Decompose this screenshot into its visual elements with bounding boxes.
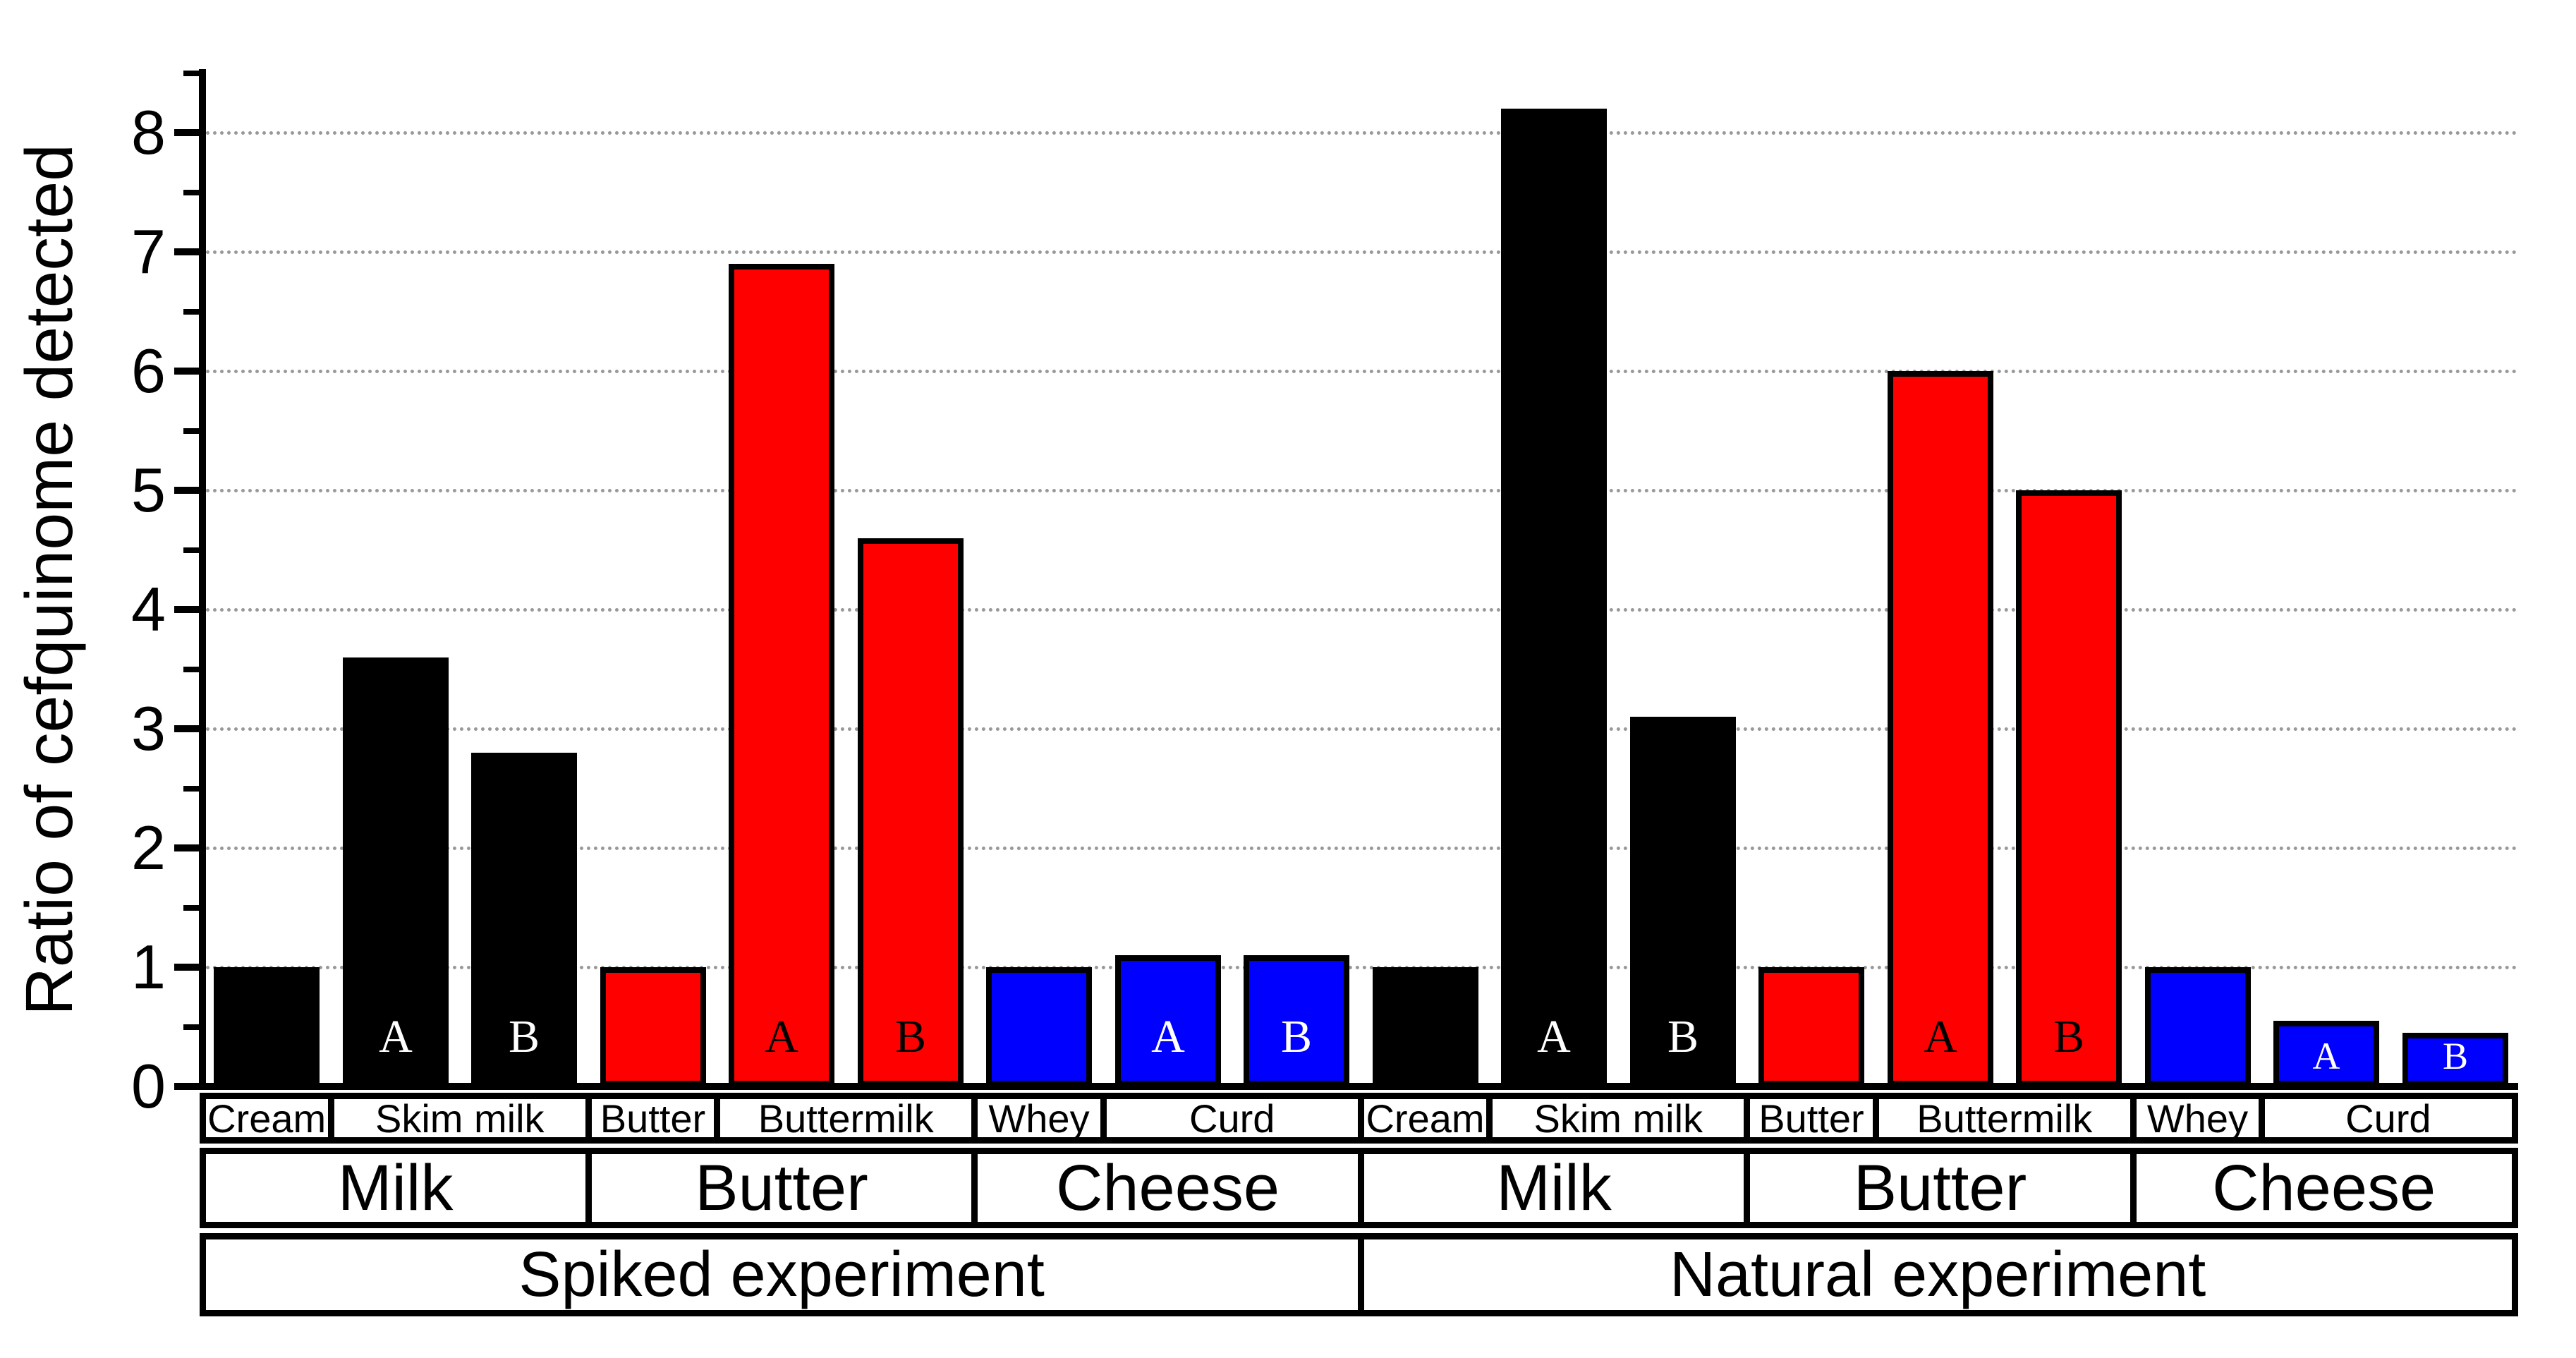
y-tick-label: 8 <box>131 97 166 167</box>
category-cell: Butter <box>585 1148 978 1228</box>
y-minor-tick <box>183 547 199 553</box>
y-minor-tick <box>183 70 199 76</box>
bar-whey <box>986 967 1092 1086</box>
product-cell: Buttermilk <box>714 1093 978 1144</box>
category-cell: Butter <box>1744 1148 2137 1228</box>
x-axis-baseline <box>199 1083 2518 1090</box>
gridline-y2 <box>206 847 2518 850</box>
y-tick-label: 0 <box>131 1051 166 1121</box>
bar-replicate-letter: B <box>1280 1011 1313 1062</box>
y-major-tick <box>174 368 199 375</box>
category-cell: Milk <box>1357 1148 1751 1228</box>
y-tick-label: 5 <box>131 455 166 525</box>
product-cell: Curd <box>2259 1093 2518 1144</box>
bar-skim-milk-b: B <box>471 753 577 1086</box>
gridline-y1 <box>206 966 2518 969</box>
product-cell: Cream <box>199 1093 334 1144</box>
y-major-tick <box>174 487 199 494</box>
y-major-tick <box>174 129 199 136</box>
y-minor-tick <box>183 189 199 195</box>
y-major-tick <box>174 606 199 613</box>
gridline-y4 <box>206 608 2518 612</box>
gridline-y5 <box>206 489 2518 492</box>
y-minor-tick <box>183 428 199 434</box>
bar-replicate-letter: B <box>894 1011 927 1062</box>
y-minor-tick <box>183 666 199 672</box>
bar-replicate-letter: B <box>508 1011 540 1062</box>
bar-butter <box>1758 967 1864 1086</box>
bar-replicate-letter: A <box>765 1011 798 1062</box>
bar-skim-milk-b: B <box>1630 717 1736 1086</box>
y-tick-label: 2 <box>131 813 166 883</box>
bar-replicate-letter: B <box>2053 1011 2085 1062</box>
bar-curd-a: A <box>1115 955 1221 1086</box>
y-minor-tick <box>183 785 199 792</box>
y-axis-spine <box>199 69 206 1090</box>
y-tick-label: 7 <box>131 217 166 286</box>
category-cell: Cheese <box>2130 1148 2518 1228</box>
gridline-y8 <box>206 131 2518 135</box>
gridline-y6 <box>206 370 2518 373</box>
product-cell: Butter <box>585 1093 721 1144</box>
bar-skim-milk-a: A <box>343 657 449 1086</box>
product-cell: Whey <box>2130 1093 2266 1144</box>
bar-skim-milk-a: A <box>1501 109 1607 1086</box>
bar-replicate-letter: B <box>1667 1011 1699 1062</box>
product-cell: Curd <box>1100 1093 1364 1144</box>
y-tick-label: 3 <box>131 693 166 763</box>
bar-buttermilk-b: B <box>858 538 964 1086</box>
y-tick-label: 1 <box>131 932 166 1002</box>
y-major-tick <box>174 248 199 255</box>
experiment-cell: Spiked experiment <box>199 1233 1364 1316</box>
bar-cream <box>1373 967 1478 1086</box>
bar-cream <box>214 967 320 1086</box>
y-minor-tick <box>183 904 199 911</box>
bar-curd-a: A <box>2273 1021 2379 1086</box>
experiment-cell: Natural experiment <box>1357 1233 2518 1316</box>
bar-replicate-letter: A <box>379 1011 413 1062</box>
bar-curd-b: B <box>2402 1033 2508 1086</box>
y-major-tick <box>174 725 199 732</box>
bar-buttermilk-a: A <box>1888 371 1993 1086</box>
y-major-tick <box>174 964 199 971</box>
bar-whey <box>2145 967 2251 1086</box>
product-cell: Skim milk <box>1486 1093 1751 1144</box>
bar-buttermilk-b: B <box>2016 490 2122 1086</box>
y-minor-tick <box>183 308 199 315</box>
y-major-tick <box>174 1083 199 1090</box>
bar-replicate-letter: A <box>1537 1011 1571 1062</box>
bar-replicate-letter: A <box>1151 1011 1185 1062</box>
product-cell: Cream <box>1357 1093 1493 1144</box>
bar-curd-b: B <box>1244 955 1349 1086</box>
category-cell: Cheese <box>971 1148 1364 1228</box>
product-cell: Skim milk <box>327 1093 592 1144</box>
gridline-y3 <box>206 727 2518 731</box>
bar-replicate-letter: A <box>1924 1011 1957 1062</box>
category-cell: Milk <box>199 1148 592 1228</box>
gridline-y7 <box>206 250 2518 254</box>
bar-replicate-letter: B <box>2442 1035 2469 1077</box>
product-cell: Buttermilk <box>1872 1093 2137 1144</box>
y-tick-label: 4 <box>131 574 166 644</box>
bar-replicate-letter: A <box>2312 1035 2340 1077</box>
bar-butter <box>600 967 706 1086</box>
product-cell: Whey <box>971 1093 1107 1144</box>
product-cell: Butter <box>1744 1093 1879 1144</box>
y-tick-label: 6 <box>131 336 166 406</box>
y-minor-tick <box>183 1024 199 1030</box>
bar-buttermilk-a: A <box>729 264 834 1086</box>
y-major-tick <box>174 844 199 851</box>
